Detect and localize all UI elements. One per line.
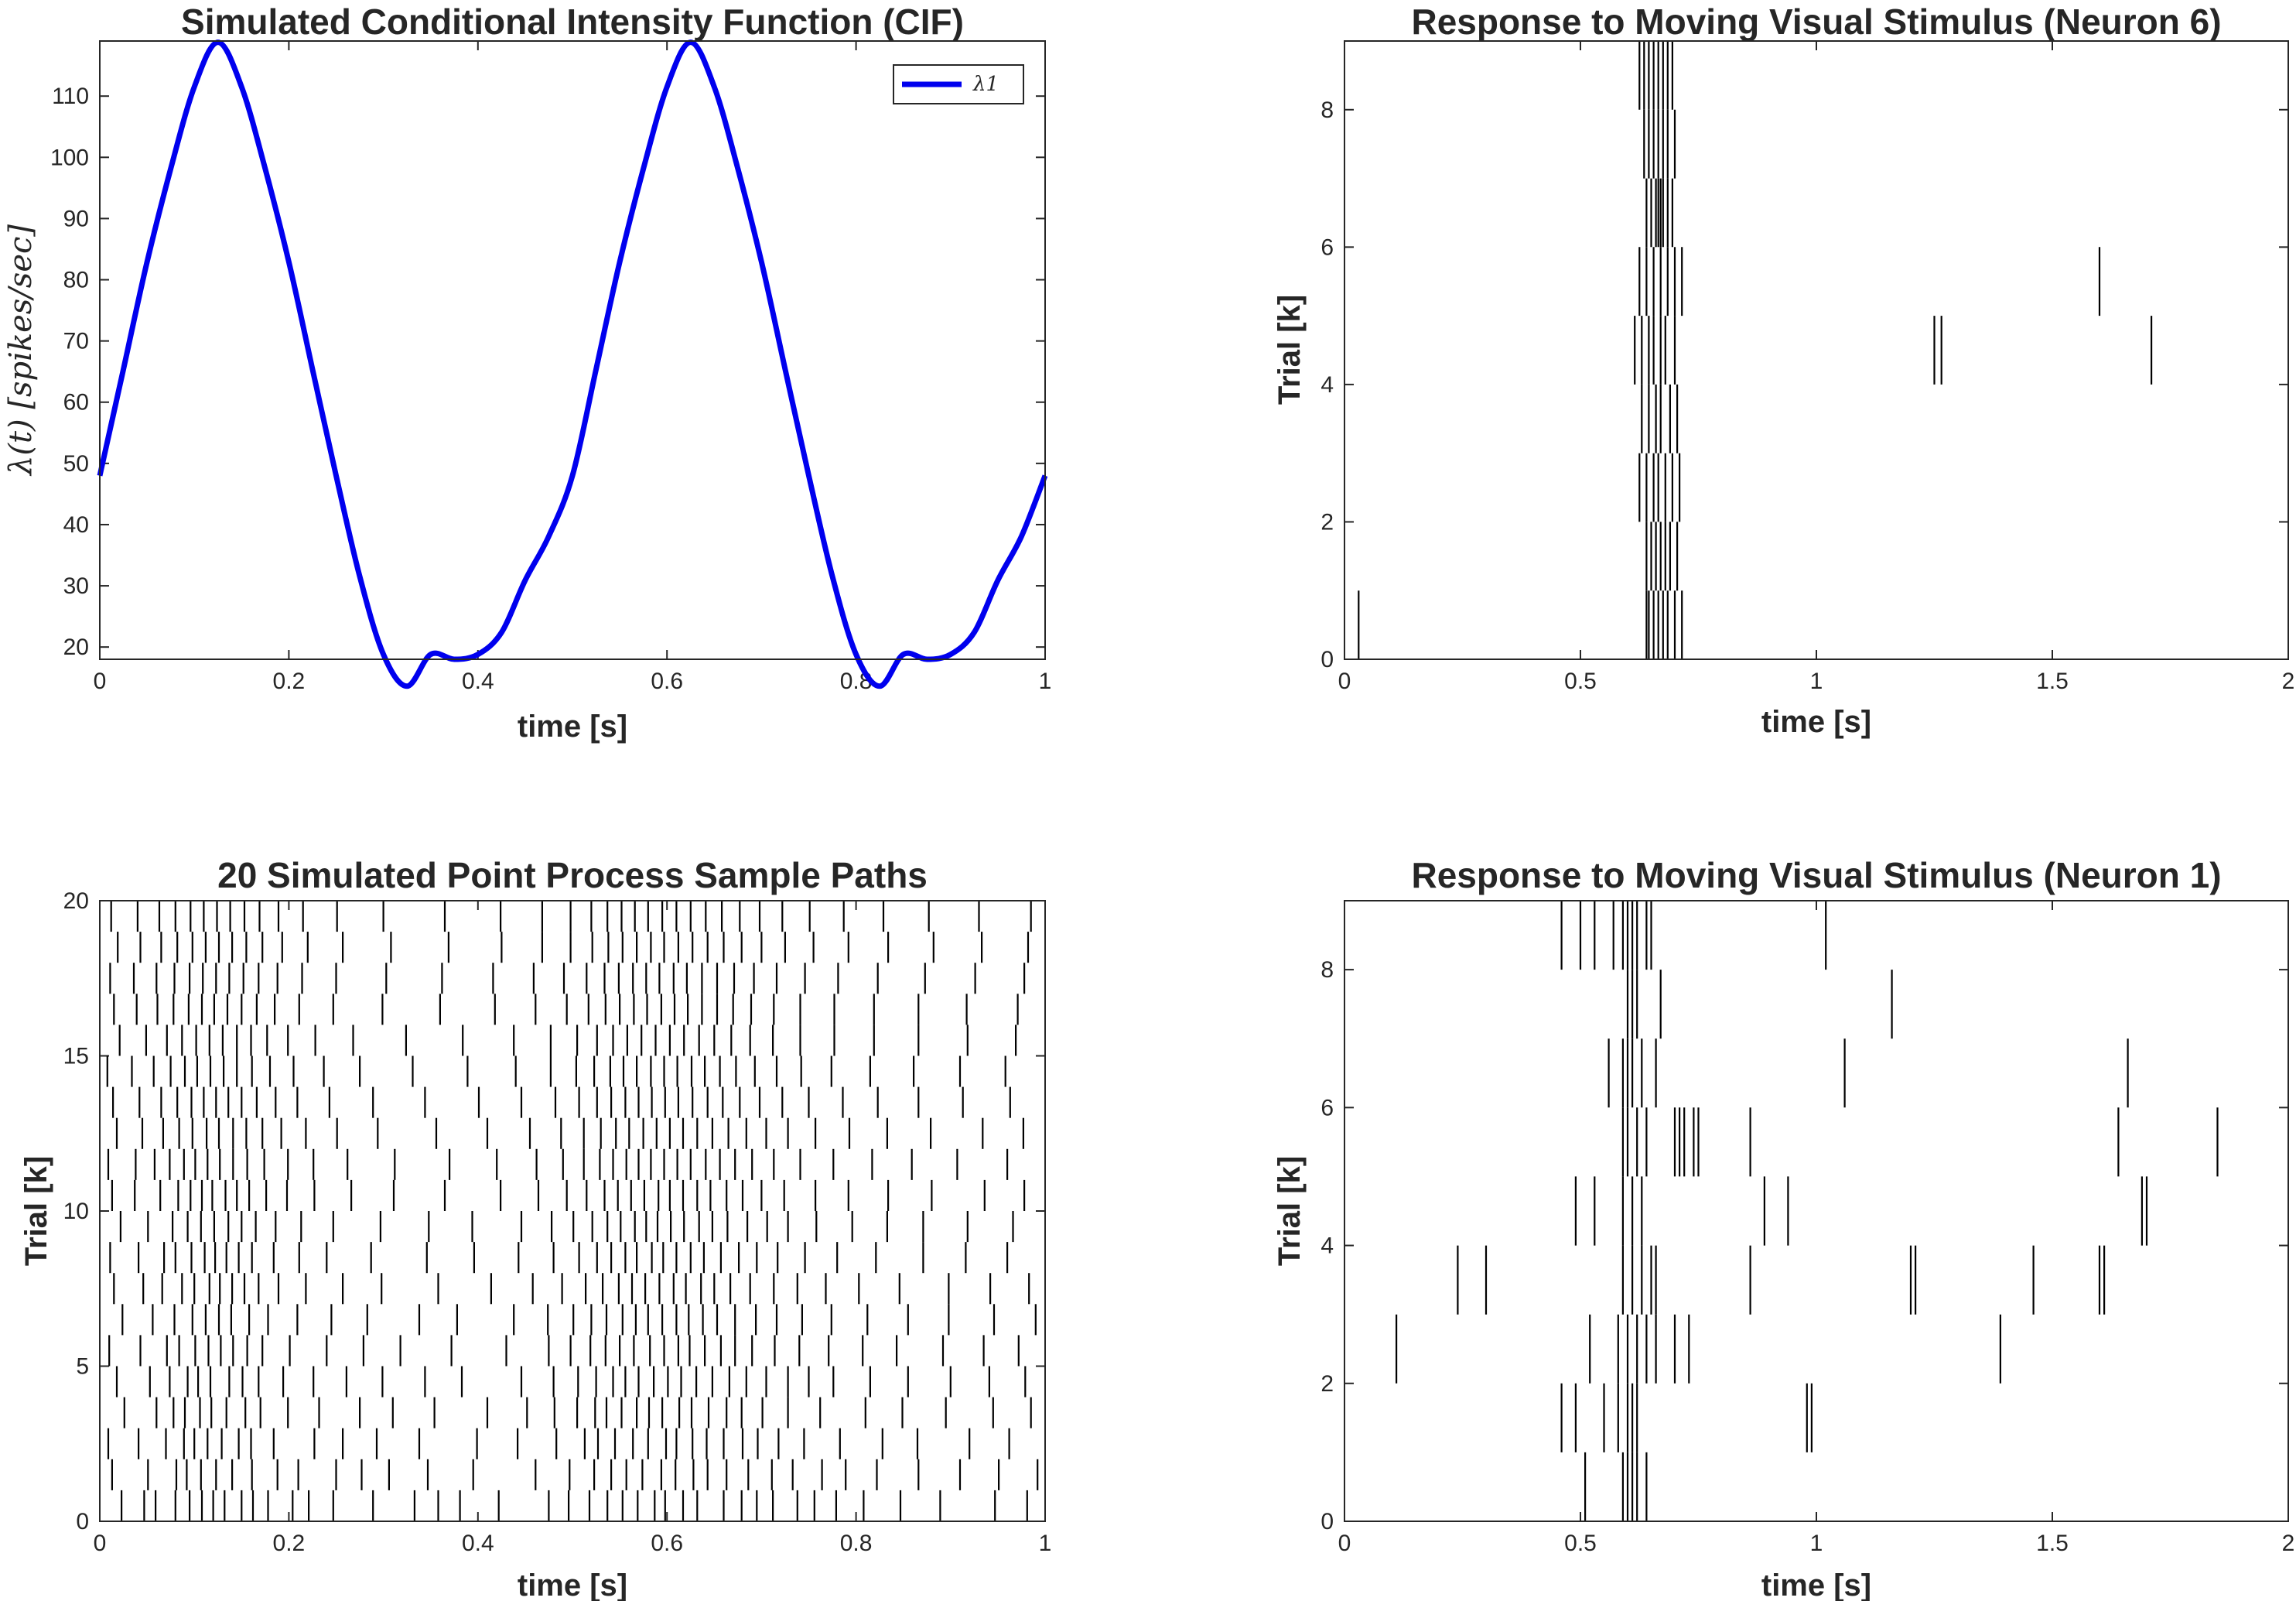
y-tick-label: 10 [63,1199,89,1224]
sample-paths-x-axis-label: time [s] [518,1569,627,1601]
y-tick-label: 5 [76,1354,89,1380]
y-tick-label: 20 [63,888,89,914]
x-tick-label: 0.5 [1564,1531,1597,1556]
y-tick-label: 60 [63,390,89,416]
y-tick-label: 2 [1321,509,1334,535]
y-tick-label: 20 [63,635,89,660]
sample-paths-title: 20 Simulated Point Process Sample Paths [217,855,928,895]
cif-x-axis-label: time [s] [518,710,627,744]
x-tick-label: 0.8 [840,1531,873,1556]
cif-y-axis-label: λ(t) [spikes/sec] [3,224,39,477]
y-tick-label: 70 [63,329,89,354]
sample-paths-y-axis-label: Trial [k] [19,1156,53,1266]
x-tick-label: 0.2 [273,1531,306,1556]
x-tick-label: 0.4 [462,669,494,694]
x-tick-label: 0 [94,1531,107,1556]
x-tick-label: 0.2 [273,669,306,694]
sample-paths-raster: 20 Simulated Point Process Sample Paths … [19,855,1051,1601]
cif-plot-frame [99,40,1046,660]
x-tick-label: 0 [1338,669,1351,694]
y-tick-label: 15 [63,1044,89,1069]
neuron-6-x-axis-label: time [s] [1761,705,1871,739]
y-tick-label: 4 [1321,1233,1334,1259]
x-tick-label: 1 [1810,1531,1823,1556]
neuron-6-frame [1344,40,2289,660]
neuron-6-title: Response to Moving Visual Stimulus (Neur… [1411,2,2221,42]
neuron-1-raster: Response to Moving Visual Stimulus (Neur… [1273,855,2294,1601]
x-tick-label: 1.5 [2036,1531,2069,1556]
x-tick-label: 0.4 [462,1531,494,1556]
cif-legend: λ1 [893,64,1024,104]
neuron-1-frame [1344,900,2289,1522]
neuron-1-spikes: 0 0.5 1 1.5 2 0 2 4 6 8 [1321,901,2294,1556]
y-tick-label: 0 [1321,647,1334,672]
y-tick-label: 6 [1321,1095,1334,1120]
cif-series-line [97,39,1048,689]
y-tick-label: 8 [1321,957,1334,983]
y-tick-label: 0 [1321,1509,1334,1534]
y-tick-label: 110 [52,84,89,109]
x-tick-label: 1 [1039,1531,1052,1556]
x-tick-label: 0 [94,669,107,694]
y-tick-label: 6 [1321,234,1334,260]
y-tick-label: 8 [1321,97,1334,123]
x-tick-label: 2 [2282,669,2295,694]
x-tick-label: 0.5 [1564,669,1597,694]
y-tick-label: 0 [76,1509,89,1534]
y-tick-label: 40 [63,512,89,538]
y-tick-label: 50 [63,451,89,477]
neuron-6-y-axis-label: Trial [k] [1273,295,1307,405]
x-tick-label: 1 [1039,669,1052,694]
cif-line-plot: Simulated Conditional Intensity Function… [3,2,1051,744]
y-tick-label: 90 [63,206,89,231]
y-tick-label: 80 [63,268,89,293]
y-tick-label: 4 [1321,372,1334,398]
x-tick-label: 0.6 [651,1531,683,1556]
neuron-6-raster: Response to Moving Visual Stimulus (Neur… [1273,2,2294,739]
x-tick-label: 1 [1810,669,1823,694]
x-tick-label: 1.5 [2036,669,2069,694]
y-tick-label: 100 [50,145,89,170]
y-tick-label: 30 [63,573,89,599]
cif-plot-title: Simulated Conditional Intensity Function… [181,2,964,42]
x-tick-label: 2 [2282,1531,2295,1556]
y-tick-label: 2 [1321,1371,1334,1397]
x-tick-label: 0 [1338,1531,1351,1556]
x-tick-label: 0.6 [651,669,683,694]
sample-paths-frame [99,900,1046,1522]
neuron-1-title: Response to Moving Visual Stimulus (Neur… [1411,855,2221,895]
cif-legend-label: λ1 [972,73,999,96]
neuron-6-spikes: 0 0.5 1 1.5 2 0 2 4 6 8 [1321,41,2294,694]
neuron-1-y-axis-label: Trial [k] [1273,1156,1307,1266]
neuron-1-x-axis-label: time [s] [1761,1569,1871,1601]
